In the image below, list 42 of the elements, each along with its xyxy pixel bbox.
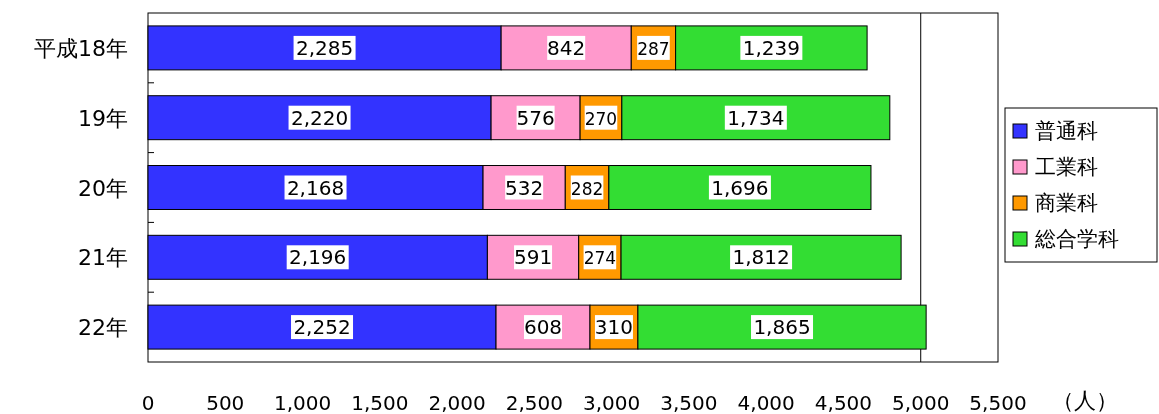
data-label: 2,252: [293, 315, 351, 340]
data-label: 282: [570, 178, 604, 199]
y-tick-label: 19年: [78, 105, 128, 131]
x-tick-label: 3,000: [583, 391, 641, 414]
x-tick-label: 0: [141, 391, 155, 414]
data-label: 310: [594, 315, 634, 340]
y-tick-label: 平成18年: [34, 35, 128, 61]
data-label: 576: [516, 105, 555, 130]
x-tick-label: 5,000: [892, 391, 950, 414]
data-label: 274: [583, 248, 617, 269]
y-tick-label: 20年: [78, 175, 128, 201]
x-tick-label: 4,000: [737, 391, 795, 414]
data-label: 1,734: [727, 105, 785, 130]
data-label: 2,220: [290, 105, 349, 130]
data-label: 608: [523, 315, 563, 340]
x-axis-title: （人）: [1052, 388, 1118, 413]
x-tick-label: 2,000: [428, 391, 486, 414]
x-tick-label: 2,500: [505, 391, 563, 414]
data-label: 1,865: [753, 315, 811, 340]
legend-label: 総合学科: [1034, 227, 1119, 251]
data-label: 2,285: [295, 35, 354, 60]
x-tick-label: 500: [206, 391, 245, 414]
x-tick-label: 1,000: [273, 391, 332, 414]
data-label: 1,239: [742, 35, 800, 60]
data-label: 287: [637, 38, 670, 59]
data-label: 591: [513, 245, 553, 270]
x-tick-label: 4,500: [814, 391, 873, 414]
data-label: 842: [547, 35, 586, 60]
data-label: 2,168: [286, 175, 345, 200]
data-label: 1,812: [732, 245, 790, 270]
legend-label: 普通科: [1035, 119, 1098, 143]
y-tick-label: 21年: [78, 245, 128, 271]
legend-label: 工業科: [1035, 155, 1098, 179]
x-tick-label: 5,500: [969, 391, 1027, 414]
x-tick-label: 1,500: [351, 391, 409, 414]
data-label: 270: [584, 108, 618, 129]
data-label: 2,196: [289, 245, 347, 270]
legend-label: 商業科: [1035, 191, 1098, 215]
data-label: 1,696: [711, 175, 769, 200]
data-label: 532: [505, 175, 544, 200]
y-tick-label: 22年: [78, 315, 128, 341]
x-tick-label: 3,500: [660, 391, 718, 414]
